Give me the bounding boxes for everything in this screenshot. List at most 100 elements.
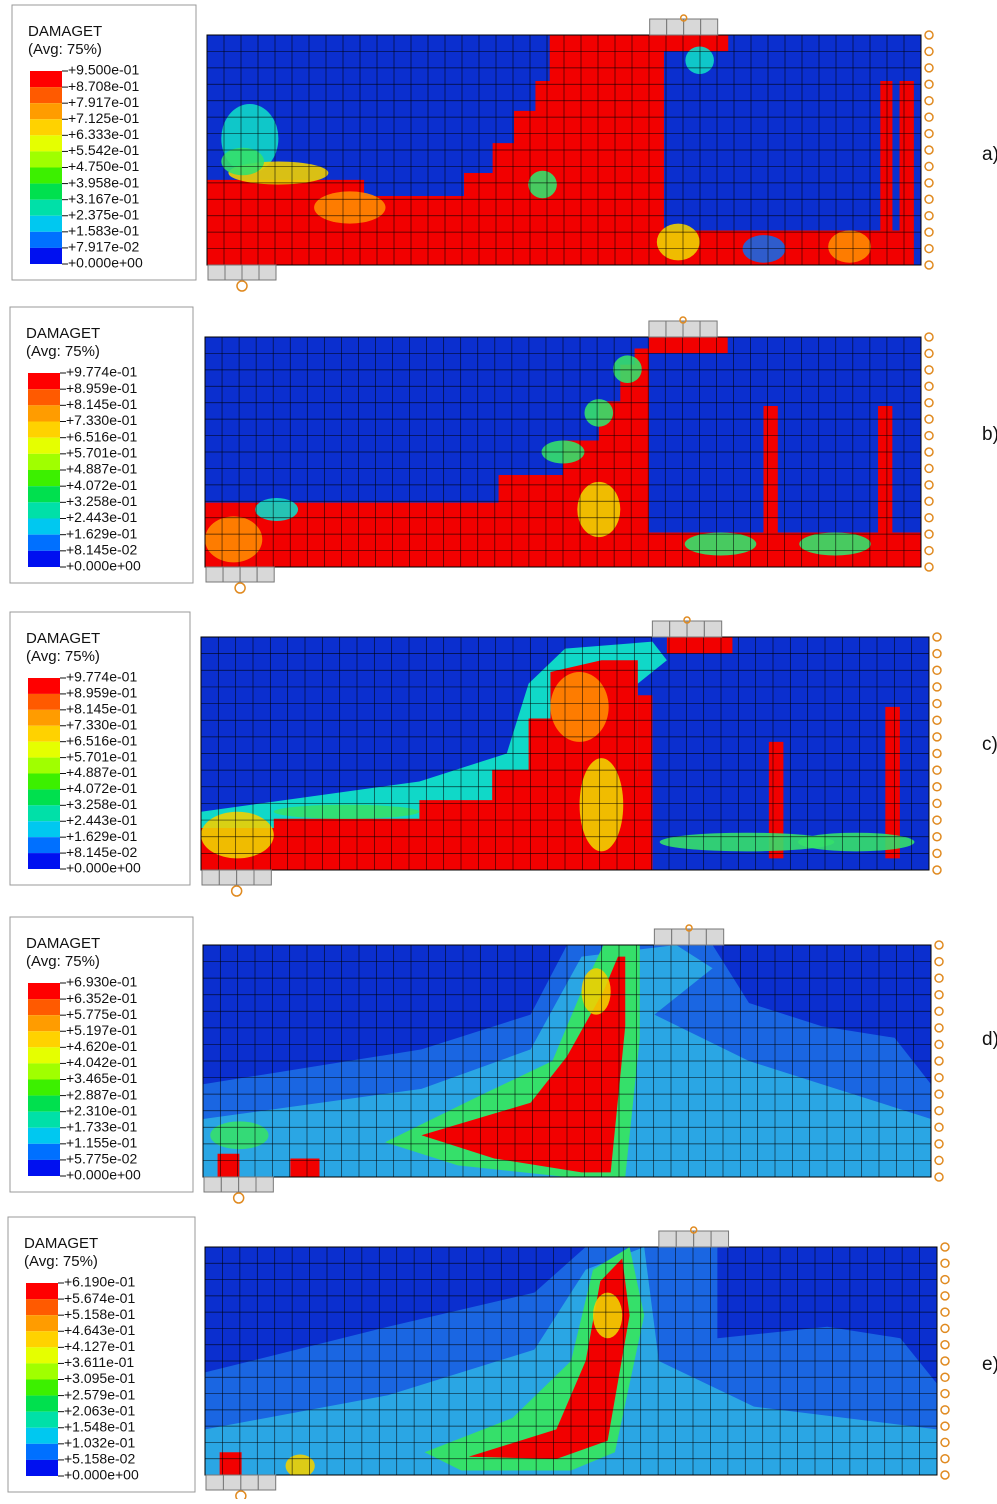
support-plate (222, 566, 241, 583)
boundary-symbol (940, 1323, 950, 1334)
legend-swatch (28, 693, 60, 710)
damage-region (799, 532, 871, 556)
legend-label: +9.774e-01 (66, 364, 137, 380)
load-plate (682, 320, 701, 338)
support-symbol (234, 582, 246, 594)
legend-label: +1.733e-01 (66, 1118, 137, 1134)
legend-swatch (28, 709, 60, 726)
legend-swatch (28, 789, 60, 806)
panel: DAMAGET(Avg: 75%)+6.190e-01+5.674e-01+5.… (7, 1216, 997, 1502)
load-plate (700, 18, 719, 36)
legend-label: +8.708e-01 (68, 78, 139, 94)
legend-swatch (28, 725, 60, 742)
support-plate (218, 869, 238, 886)
damage-region (314, 191, 386, 224)
legend-label: +4.750e-01 (68, 158, 139, 174)
legend-label: +0.000e+00 (64, 1467, 139, 1483)
legend-swatch (28, 853, 60, 869)
mesh-border (204, 336, 922, 568)
panel: DAMAGET(Avg: 75%)+6.930e-01+6.352e-01+5.… (9, 916, 997, 1204)
legend-swatch (30, 167, 62, 184)
legend-label: +9.500e-01 (68, 62, 139, 78)
load-plate (693, 1230, 712, 1248)
legend-swatch (28, 1079, 60, 1096)
boundary-symbol (932, 865, 942, 875)
boundary-symbol (924, 210, 934, 221)
support-plate (203, 1176, 222, 1193)
damage-region (581, 968, 611, 1015)
load-plate (648, 320, 667, 338)
legend-swatch (28, 837, 60, 854)
boundary-symbol (924, 30, 934, 40)
mesh-border (200, 636, 930, 871)
support-plate (257, 1474, 277, 1491)
legend-swatch (28, 1127, 60, 1144)
boundary-symbol (924, 260, 934, 270)
legend-swatch (30, 151, 62, 168)
legend-title: DAMAGET (26, 630, 100, 647)
legend-swatch (28, 550, 60, 567)
legend-label: +1.583e-01 (68, 223, 139, 239)
damage-region (885, 706, 900, 859)
legend-title: DAMAGET (24, 1235, 98, 1252)
legend-label: +4.072e-01 (66, 477, 137, 493)
legend-label: +0.000e+00 (68, 255, 143, 271)
boundary-symbol (940, 1470, 950, 1480)
legend-swatch (28, 757, 60, 774)
support-plate (224, 264, 243, 281)
legend-label: +8.145e-01 (66, 701, 137, 717)
legend-swatch (30, 103, 62, 120)
legend-label: +0.000e+00 (66, 558, 141, 574)
boundary-symbol (924, 397, 934, 408)
legend-swatch (28, 421, 60, 438)
damage-region (217, 1153, 240, 1177)
boundary-symbol (924, 348, 934, 359)
boundary-symbol (924, 529, 934, 539)
legend-subtitle: (Avg: 75%) (24, 1253, 98, 1270)
boundary-symbol (934, 1056, 944, 1066)
legend-swatch (28, 805, 60, 822)
boundary-symbol (924, 414, 934, 424)
legend-swatch (28, 389, 60, 406)
legend-swatch (30, 71, 62, 88)
legend-label: +7.917e-02 (68, 239, 139, 255)
damage-region (290, 1158, 320, 1177)
load-symbol (679, 14, 688, 22)
legend-label: +8.959e-01 (66, 380, 137, 396)
boundary-symbol (934, 1006, 944, 1017)
legend-swatch (28, 453, 60, 470)
legend-label: +6.516e-01 (66, 732, 137, 748)
boundary-symbol (934, 1105, 944, 1116)
legend-swatch (26, 1315, 58, 1332)
boundary-symbol (924, 512, 934, 523)
legend-label: +5.674e-01 (64, 1290, 135, 1306)
panel-label: a) (982, 144, 997, 165)
support-plate (220, 1176, 240, 1193)
damage-region (637, 695, 653, 870)
legend-swatch (26, 1347, 58, 1364)
boundary-symbol (924, 128, 934, 139)
boundary-symbol (924, 545, 934, 556)
panel-label: b) (982, 424, 997, 445)
legend-label: +8.145e-01 (66, 396, 137, 412)
damage-region (255, 498, 299, 521)
boundary-symbol (940, 1437, 950, 1448)
legend-label: +7.330e-01 (66, 412, 137, 428)
damage-region (878, 406, 893, 533)
panel: DAMAGET(Avg: 75%)+9.774e-01+8.959e-01+8.… (9, 611, 997, 897)
support-plate (253, 869, 272, 886)
legend-label: +6.333e-01 (68, 126, 139, 142)
load-symbol (685, 924, 693, 932)
damage-region (592, 1292, 623, 1339)
legend-label: +3.167e-01 (68, 190, 139, 206)
damage-region (684, 532, 757, 556)
legend-swatch (28, 999, 60, 1016)
legend-label: +4.643e-01 (64, 1322, 135, 1338)
boundary-symbol (940, 1388, 950, 1399)
boundary-symbol (934, 989, 944, 1000)
legend-title: DAMAGET (26, 935, 100, 952)
boundary-symbol (940, 1274, 950, 1285)
damage-region (210, 1121, 269, 1150)
legend-swatch (26, 1459, 58, 1476)
legend-swatch (30, 183, 62, 200)
